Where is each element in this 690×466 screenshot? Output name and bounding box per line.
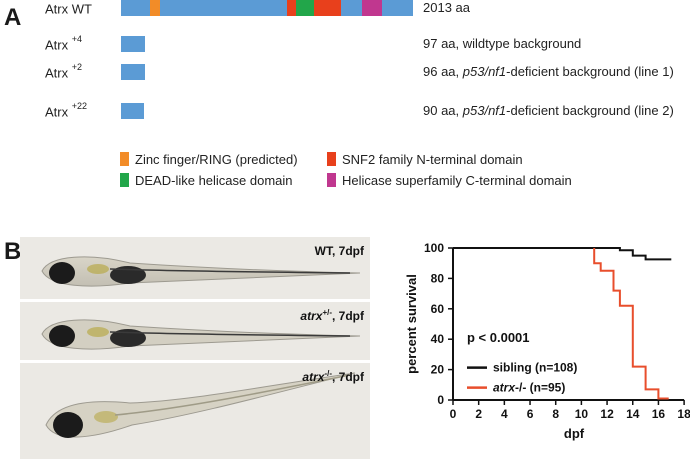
x-tick-label: 10 <box>575 407 589 421</box>
y-tick-label: 60 <box>431 302 445 316</box>
panel-b-letter: B <box>4 238 22 265</box>
legend-swatch <box>120 173 129 187</box>
fish-label-wt: WT, 7dpf <box>314 244 364 258</box>
protein-bar <box>121 64 145 80</box>
helicase-c-domain <box>362 0 382 16</box>
x-tick-label: 2 <box>475 407 482 421</box>
snf2-domain-part <box>287 0 296 16</box>
x-tick-label: 0 <box>450 407 457 421</box>
protein-row-note: 90 aa, p53/nf1-deficient background (lin… <box>423 103 674 118</box>
protein-row-note: 97 aa, wildtype background <box>423 36 582 51</box>
legend-label: sibling (n=108) <box>493 361 577 375</box>
protein-bar <box>121 0 413 16</box>
x-tick-label: 6 <box>527 407 534 421</box>
protein-bar <box>121 36 145 52</box>
x-axis-label: dpf <box>564 426 585 441</box>
y-axis-label: percent survival <box>404 274 419 374</box>
larva-mut-illustration <box>45 372 356 438</box>
protein-row-label: Atrx +4 <box>45 34 82 53</box>
legend-item: DEAD-like helicase domain <box>120 173 293 188</box>
x-tick-label: 18 <box>677 407 690 421</box>
panel-a-letter: A <box>4 4 22 31</box>
x-tick-label: 8 <box>552 407 559 421</box>
snf2-domain <box>314 0 341 16</box>
protein-row-note: 96 aa, p53/nf1-deficient background (lin… <box>423 64 674 79</box>
legend-label: atrx-/- (n=95) <box>493 381 565 395</box>
protein-row-label: Atrx +22 <box>45 101 88 120</box>
legend-item: Helicase superfamily C-terminal domain <box>327 173 572 188</box>
legend-swatch <box>120 152 129 166</box>
legend-swatch <box>327 152 336 166</box>
larva-wt-illustration <box>41 256 361 287</box>
fish-label-mut: atrx-/-, 7dpf <box>302 369 364 384</box>
fish-label-het: atrx+/-, 7dpf <box>300 308 364 323</box>
fish-image-wt: WT, 7dpf <box>20 237 370 299</box>
protein-row-note: 2013 aa <box>423 0 470 15</box>
zinc-finger-domain <box>150 0 160 16</box>
y-tick-label: 20 <box>431 363 445 377</box>
series-line <box>453 247 672 261</box>
x-tick-label: 12 <box>600 407 614 421</box>
y-tick-label: 0 <box>437 393 444 407</box>
fish-image-mut: atrx-/-, 7dpf <box>20 363 370 459</box>
protein-row-label: Atrx +2 <box>45 62 82 81</box>
y-tick-label: 80 <box>431 271 445 285</box>
legend-item: Zinc finger/RING (predicted) <box>120 152 298 167</box>
legend-item: SNF2 family N-terminal domain <box>327 152 523 167</box>
p-value-annotation: p < 0.0001 <box>467 330 530 345</box>
protein-bar <box>121 103 144 119</box>
y-tick-label: 40 <box>431 332 445 346</box>
legend-swatch <box>327 173 336 187</box>
fish-image-het: atrx+/-, 7dpf <box>20 302 370 360</box>
y-tick-label: 100 <box>424 241 444 255</box>
x-tick-label: 4 <box>501 407 508 421</box>
survival-chart: 0 2 4 6 8 10 12 14 16 18 0 20 40 60 80 100 dpf percent su… <box>404 241 690 441</box>
series-line <box>593 248 669 400</box>
protein-row-label: Atrx WT <box>45 1 92 17</box>
x-tick-label: 14 <box>626 407 640 421</box>
x-tick-label: 16 <box>652 407 666 421</box>
dead-helicase-domain <box>296 0 315 16</box>
larva-het-illustration <box>41 319 361 350</box>
